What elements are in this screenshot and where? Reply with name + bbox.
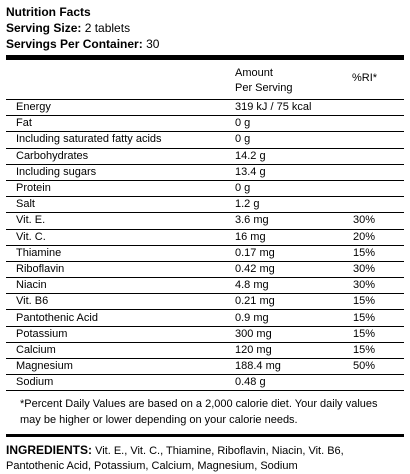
nutrient-ri [353,147,404,165]
nutrient-ri: 15% [353,244,404,262]
nutrient-row: Magnesium 188.4 mg 50% [6,357,404,375]
ingredients: INGREDIENTS: Vit. E., Vit. C., Thiamine,… [0,437,410,474]
nutrient-row: Including sugars 13.4 g [6,163,404,181]
nutrient-name: Carbohydrates [6,147,235,165]
nutrient-row: Vit. B6 0.21 mg 15% [6,293,404,310]
nutrient-amount: 300 mg [235,325,353,343]
nutrient-name: Vit. C. [6,228,235,246]
nutrient-name: Riboflavin [6,260,235,278]
column-header: Amount Per Serving %RI* [0,60,410,99]
nutrient-ri: 30% [353,260,404,278]
nutrient-amount: 0 g [235,115,353,132]
nutrient-ri: 30% [353,277,404,294]
amount-column-header: Amount Per Serving [235,66,292,96]
servings-per-container: Servings Per Container: 30 [6,36,410,52]
nutrient-row: Including saturated fatty acids 0 g [6,131,404,149]
nutrient-name: Magnesium [6,357,235,375]
nutrient-name: Calcium [6,341,235,359]
nutrient-amount: 0.21 mg [235,293,353,310]
nutrient-row: Vit. E. 3.6 mg 30% [6,212,404,229]
nutrient-name: Vit. E. [6,212,235,229]
nutrient-row: Carbohydrates 14.2 g [6,147,404,165]
daily-value-footnote: *Percent Daily Values are based on a 2,0… [20,398,378,427]
nutrient-row: Sodium 0.48 g [6,374,404,392]
thick-divider-top [6,55,404,60]
nutrient-amount: 120 mg [235,341,353,359]
nutrient-amount: 3.6 mg [235,212,353,229]
nutrient-ri: 20% [353,228,404,246]
nutrient-ri [353,179,404,197]
nutrient-ri [353,163,404,181]
nutrient-amount: 0 g [235,179,353,197]
nutrient-name: Fat [6,115,235,132]
nutrient-row: Vit. C. 16 mg 20% [6,228,404,246]
amount-header-line1: Amount [235,67,273,79]
nutrient-name: Including saturated fatty acids [6,131,235,149]
nutrient-name: Energy [6,98,235,116]
nutrient-row: Pantothenic Acid 0.9 mg 15% [6,309,404,327]
nutrient-row: Riboflavin 0.42 mg 30% [6,260,404,278]
label-header: Nutrition Facts Serving Size: 2 tablets … [0,0,410,52]
nutrient-name: Vit. B6 [6,293,235,310]
nutrient-table: Energy 319 kJ / 75 kcal Fat 0 g Including sa… [6,98,404,392]
nutrient-row: Thiamine 0.17 mg 15% [6,244,404,262]
nutrient-row: Potassium 300 mg 15% [6,325,404,343]
nutrient-name: Sodium [6,374,235,392]
ri-column-header: %RI* [352,72,378,84]
nutrient-name: Pantothenic Acid [6,309,235,327]
nutrient-name: Protein [6,179,235,197]
nutrient-ri [353,374,404,392]
nutrient-ri [353,115,404,132]
nutrient-ri: 15% [353,325,404,343]
nutrient-amount: 0.17 mg [235,244,353,262]
serving-size: Serving Size: 2 tablets [6,20,410,36]
nutrient-amount: 13.4 g [235,163,353,181]
amount-header-line2: Per Serving [235,82,293,94]
nutrient-row: Niacin 4.8 mg 30% [6,277,404,294]
nutrient-ri: 15% [353,293,404,310]
nutrient-name: Niacin [6,277,235,294]
servings-value: 30 [146,37,160,51]
nutrient-amount: 14.2 g [235,147,353,165]
nutrient-row: Calcium 120 mg 15% [6,341,404,359]
nutrient-ri: 15% [353,309,404,327]
nutrient-amount: 0.9 mg [235,309,353,327]
nutrient-amount: 0.48 g [235,374,353,392]
nutrient-amount: 188.4 mg [235,357,353,375]
nutrient-row: Salt 1.2 g [6,196,404,213]
nutrient-amount: 0.42 mg [235,260,353,278]
nutrient-row: Fat 0 g [6,115,404,132]
nutrient-ri: 50% [353,357,404,375]
serving-size-label: Serving Size: [6,21,82,35]
nutrient-row: Energy 319 kJ / 75 kcal [6,98,404,116]
nutrient-amount: 0 g [235,131,353,149]
nutrient-ri [353,131,404,149]
nutrient-amount: 16 mg [235,228,353,246]
nutrient-row: Protein 0 g [6,179,404,197]
thick-divider-bottom [6,434,404,438]
nutrient-ri: 15% [353,341,404,359]
nutrient-ri: 30% [353,212,404,229]
nutrient-amount: 319 kJ / 75 kcal [235,98,353,116]
ingredients-label: INGREDIENTS: [6,443,93,458]
nutrient-ri [353,98,404,116]
label-title: Nutrition Facts [6,5,91,19]
nutrient-amount: 4.8 mg [235,277,353,294]
servings-label: Servings Per Container: [6,37,143,51]
serving-size-value: 2 tablets [84,21,131,35]
nutrient-ri [353,196,404,213]
nutrient-name: Potassium [6,325,235,343]
nutrient-name: Thiamine [6,244,235,262]
nutrient-amount: 1.2 g [235,196,353,213]
nutrient-name: Including sugars [6,163,235,181]
nutrient-name: Salt [6,196,235,213]
